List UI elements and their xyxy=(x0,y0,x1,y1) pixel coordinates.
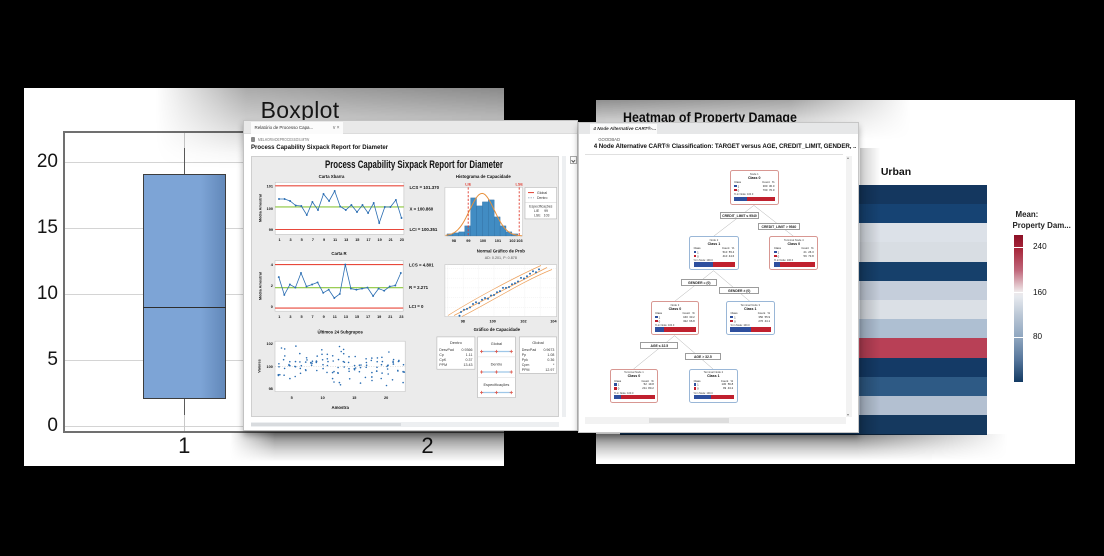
svg-text:103: 103 xyxy=(517,239,523,243)
svg-text:13: 13 xyxy=(344,238,348,242)
svg-text:LSE: LSE xyxy=(516,182,524,186)
svg-text:*: * xyxy=(553,363,555,367)
svg-text:Carta Xbarra: Carta Xbarra xyxy=(319,174,345,179)
svg-text:LCS = 101.370: LCS = 101.370 xyxy=(410,185,440,190)
svg-text:7: 7 xyxy=(312,238,314,242)
svg-text:AD: 0.201, P: 0.878: AD: 0.201, P: 0.878 xyxy=(485,256,517,260)
svg-text:Carta R: Carta R xyxy=(332,251,347,256)
svg-text:99: 99 xyxy=(269,228,273,232)
svg-text:0.9366: 0.9366 xyxy=(462,348,473,352)
svg-text:Cp: Cp xyxy=(440,353,445,357)
svg-text:Ppk: Ppk xyxy=(522,358,528,362)
svg-text:X = 100.860: X = 100.860 xyxy=(410,206,434,211)
svg-text:9: 9 xyxy=(323,315,325,319)
svg-text:Global: Global xyxy=(537,191,547,195)
svg-text:R = 2.271: R = 2.271 xyxy=(409,285,429,290)
svg-text:23: 23 xyxy=(400,238,404,242)
svg-text:17: 17 xyxy=(366,315,370,319)
svg-text:102: 102 xyxy=(267,342,273,346)
svg-text:15: 15 xyxy=(355,238,359,242)
svg-text:98: 98 xyxy=(461,319,465,323)
svg-text:100: 100 xyxy=(267,365,273,369)
svg-text:11: 11 xyxy=(333,238,337,242)
svg-text:Pp: Pp xyxy=(522,353,526,357)
svg-text:17: 17 xyxy=(367,238,371,242)
svg-text:9: 9 xyxy=(323,238,325,242)
svg-text:0.9673: 0.9673 xyxy=(544,348,555,352)
svg-text:1.08: 1.08 xyxy=(548,353,555,357)
svg-text:5: 5 xyxy=(301,315,303,319)
svg-text:7: 7 xyxy=(312,315,314,319)
svg-text:10: 10 xyxy=(321,396,325,400)
svg-text:Global: Global xyxy=(491,341,502,346)
svg-text:19: 19 xyxy=(377,315,381,319)
svg-text:4: 4 xyxy=(271,263,274,267)
svg-text:102: 102 xyxy=(510,239,516,243)
svg-text:Amostra: Amostra xyxy=(332,405,350,410)
svg-text:Dentro: Dentro xyxy=(450,340,463,345)
svg-text:DesvPad: DesvPad xyxy=(440,348,455,352)
svg-text:102: 102 xyxy=(521,319,527,323)
svg-text:2: 2 xyxy=(271,284,273,288)
svg-text:Média Amostral: Média Amostral xyxy=(259,194,263,222)
svg-text:Especificações: Especificações xyxy=(529,204,552,208)
svg-text:Global: Global xyxy=(533,340,545,345)
svg-text:CpK: CpK xyxy=(440,358,448,362)
svg-text:Especificações: Especificações xyxy=(484,382,510,387)
svg-text:LCI = 100.351: LCI = 100.351 xyxy=(410,227,438,232)
svg-text:LSE: LSE xyxy=(534,213,541,217)
svg-text:99: 99 xyxy=(467,239,471,243)
svg-text:Valores: Valores xyxy=(258,359,262,372)
svg-text:0: 0 xyxy=(271,305,273,309)
svg-text:0.36: 0.36 xyxy=(548,358,555,362)
svg-text:11: 11 xyxy=(333,315,337,319)
svg-text:Cpm: Cpm xyxy=(522,363,530,367)
svg-text:LCS = 4.801: LCS = 4.801 xyxy=(409,262,434,267)
svg-text:98: 98 xyxy=(452,239,456,243)
svg-text:5: 5 xyxy=(301,238,303,242)
svg-text:13: 13 xyxy=(344,315,348,319)
svg-text:100: 100 xyxy=(267,207,273,211)
svg-text:100: 100 xyxy=(490,319,496,323)
svg-text:3: 3 xyxy=(290,315,292,319)
svg-text:21: 21 xyxy=(389,238,393,242)
svg-text:98: 98 xyxy=(269,387,273,391)
svg-text:13.43: 13.43 xyxy=(464,363,473,367)
svg-text:Dentro: Dentro xyxy=(537,196,548,200)
svg-text:104: 104 xyxy=(551,319,558,323)
svg-text:21: 21 xyxy=(388,315,392,319)
svg-text:0.37: 0.37 xyxy=(466,358,473,362)
svg-text:Últimos 24 Subgrupos: Últimos 24 Subgrupos xyxy=(318,329,364,334)
svg-text:Gráfico de Capacidade: Gráfico de Capacidade xyxy=(474,327,521,332)
svg-text:23: 23 xyxy=(400,315,404,319)
svg-text:Histograma de Capacidade: Histograma de Capacidade xyxy=(456,174,512,179)
svg-text:3: 3 xyxy=(290,238,292,242)
svg-text:101: 101 xyxy=(495,239,501,243)
svg-text:100: 100 xyxy=(480,239,486,243)
svg-text:1.11: 1.11 xyxy=(466,353,473,357)
svg-text:PPM: PPM xyxy=(522,368,530,372)
svg-text:LCI = 0: LCI = 0 xyxy=(409,304,424,309)
svg-text:Normal Gráfico de Prob: Normal Gráfico de Prob xyxy=(477,248,525,253)
svg-text:15: 15 xyxy=(352,396,356,400)
svg-text:DesvPad: DesvPad xyxy=(522,348,537,352)
svg-text:Process Capability Sixpack Rep: Process Capability Sixpack Report for Di… xyxy=(325,159,503,171)
svg-text:1: 1 xyxy=(279,238,281,242)
svg-text:1: 1 xyxy=(279,315,281,319)
svg-text:12.97: 12.97 xyxy=(546,368,555,372)
svg-text:LIE: LIE xyxy=(466,182,472,186)
svg-text:101: 101 xyxy=(267,184,273,188)
svg-text:20: 20 xyxy=(384,396,388,400)
svg-text:5: 5 xyxy=(291,396,293,400)
svg-text:Média Amostral: Média Amostral xyxy=(259,272,263,300)
svg-text:19: 19 xyxy=(378,238,382,242)
svg-text:Dentro: Dentro xyxy=(491,361,503,366)
svg-text:LIE: LIE xyxy=(534,209,540,213)
svg-text:15: 15 xyxy=(355,315,359,319)
svg-text:99: 99 xyxy=(544,209,548,213)
svg-text:PPM: PPM xyxy=(440,363,448,367)
svg-text:103: 103 xyxy=(544,213,550,217)
